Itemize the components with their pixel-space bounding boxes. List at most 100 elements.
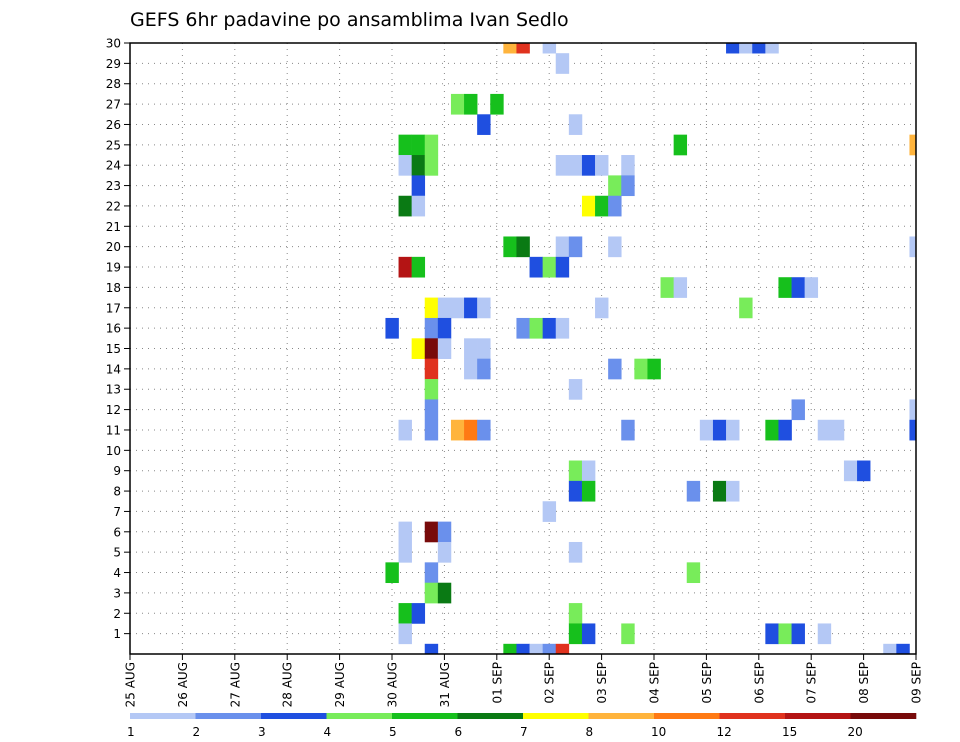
heatmap-cell: [516, 317, 530, 339]
colorbar-swatch: [130, 713, 196, 719]
heatmap-cell: [621, 175, 635, 197]
heatmap-cell: [791, 277, 805, 298]
heatmap-cell: [608, 175, 622, 197]
heatmap-cell: [424, 379, 439, 400]
y-tick-label: 25: [106, 138, 121, 152]
y-tick-label: 5: [113, 546, 121, 560]
heatmap-cell: [581, 623, 596, 645]
y-tick-label: 18: [106, 281, 121, 295]
heatmap-cell: [830, 419, 845, 441]
heatmap-cell: [411, 134, 426, 156]
heatmap-cell: [608, 358, 622, 380]
y-tick-label: 9: [113, 464, 121, 478]
heatmap-cell: [765, 623, 779, 645]
y-tick-label: 1: [113, 627, 121, 641]
heatmap-cell: [437, 541, 452, 563]
heatmap-cell: [581, 155, 596, 176]
y-tick-label: 27: [106, 98, 121, 112]
heatmap-cell: [568, 623, 583, 645]
heatmap-cell: [450, 297, 465, 319]
colorbar-swatch: [392, 713, 458, 719]
y-tick-label: 2: [113, 607, 121, 621]
heatmap-cell: [686, 480, 701, 502]
heatmap-cell: [411, 195, 426, 217]
heatmap-cell: [739, 297, 753, 319]
heatmap-cell: [398, 134, 412, 156]
heatmap-cell: [581, 460, 596, 482]
heatmap-cell: [424, 338, 439, 359]
heatmap-cell: [581, 480, 596, 502]
heatmap-cell: [568, 480, 583, 502]
heatmap-cell: [712, 419, 727, 441]
heatmap-cell: [411, 256, 426, 278]
heatmap-cell: [542, 256, 557, 278]
heatmap-cell: [778, 623, 792, 645]
colorbar-swatch: [195, 713, 262, 719]
y-tick-label: 22: [106, 199, 121, 213]
y-tick-label: 11: [106, 423, 121, 437]
heatmap-cell: [464, 338, 478, 359]
y-tick-label: 20: [106, 240, 121, 254]
heatmap-cell: [673, 134, 688, 156]
heatmap-cell: [896, 643, 910, 655]
x-tick-label: 28 AUG: [281, 662, 295, 707]
heatmap-cell: [437, 317, 452, 339]
heatmap-cell: [660, 277, 674, 298]
heatmap-cell: [411, 155, 426, 176]
heatmap-cell: [621, 155, 635, 176]
heatmap-cell: [608, 236, 622, 258]
heatmap-cell: [411, 175, 426, 197]
colorbar-label: 6: [455, 725, 463, 739]
heatmap-cell: [726, 419, 740, 441]
heatmap-cell: [791, 399, 805, 421]
x-tick-label: 30 AUG: [386, 662, 400, 707]
heatmap-cell: [857, 460, 871, 482]
x-tick-label: 07 SEP: [805, 662, 819, 704]
y-tick-label: 28: [106, 77, 121, 91]
x-tick-label: 31 AUG: [438, 662, 452, 707]
heatmap-cell: [424, 399, 439, 421]
x-tick-label: 26 AUG: [176, 662, 190, 707]
heatmap-cell: [437, 521, 452, 543]
y-tick-label: 16: [106, 322, 121, 336]
heatmap-cell: [843, 460, 858, 482]
heatmap-cell: [464, 93, 478, 115]
heatmap-cell: [450, 93, 465, 115]
colorbar-label: 20: [848, 725, 863, 739]
heatmap-cell: [909, 134, 917, 156]
heatmap-cell: [752, 43, 766, 54]
heatmap-cell: [464, 358, 478, 380]
heatmap-cell: [673, 277, 688, 298]
colorbar-label: 7: [520, 725, 528, 739]
colorbar-swatch: [326, 713, 393, 719]
heatmap-cell: [424, 317, 439, 339]
heatmap-cell: [817, 419, 832, 441]
colorbar-swatch: [785, 713, 851, 719]
heatmap-cell: [608, 195, 622, 217]
heatmap-cell: [726, 43, 740, 54]
heatmap-cell: [424, 155, 439, 176]
heatmap-cell: [529, 317, 543, 339]
heatmap-cell: [686, 562, 701, 584]
heatmap-cell: [568, 155, 583, 176]
colorbar-swatch: [719, 713, 786, 719]
heatmap-cell: [568, 379, 583, 400]
heatmap-cell: [542, 643, 557, 655]
heatmap-cell: [424, 521, 439, 543]
heatmap-cell: [398, 256, 412, 278]
x-tick-label: 08 SEP: [857, 662, 871, 704]
heatmap-cell: [477, 338, 491, 359]
x-tick-label: 09 SEP: [910, 662, 924, 704]
y-tick-label: 6: [113, 525, 121, 539]
heatmap-cell: [555, 236, 570, 258]
colorbar-label: 10: [651, 725, 666, 739]
y-tick-label: 29: [106, 57, 121, 71]
plot-frame: [129, 42, 917, 655]
y-tick-label: 4: [113, 566, 121, 580]
heatmap-cell: [424, 562, 439, 584]
heatmap-cell: [437, 338, 452, 359]
heatmap-cell: [477, 297, 491, 319]
heatmap-cell: [726, 480, 740, 502]
y-tick-label: 26: [106, 118, 121, 132]
colorbar-label: 15: [782, 725, 797, 739]
